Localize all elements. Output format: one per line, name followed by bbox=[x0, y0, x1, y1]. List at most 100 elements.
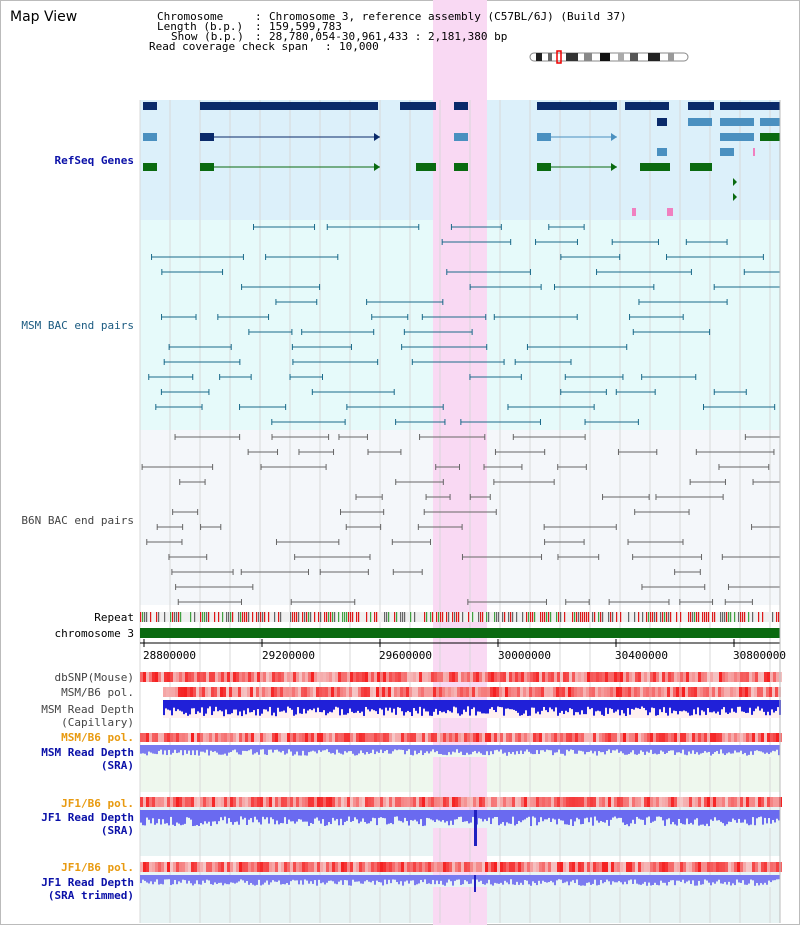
heat-cell bbox=[391, 687, 394, 697]
heat-cell bbox=[482, 862, 485, 872]
heat-cell bbox=[620, 672, 623, 682]
depth-bar bbox=[197, 700, 199, 712]
msm-b6-pol-track-label[interactable]: MSM/B6 pol. bbox=[61, 686, 134, 699]
repeat-mark bbox=[472, 612, 474, 622]
depth-bar bbox=[695, 700, 697, 715]
depth-bar bbox=[485, 700, 487, 714]
repeat-mark bbox=[496, 612, 498, 622]
depth-bar bbox=[408, 875, 410, 884]
depth-bar bbox=[402, 810, 404, 823]
depth-bar bbox=[273, 700, 275, 713]
heat-cell bbox=[644, 672, 647, 682]
depth-bar bbox=[586, 810, 588, 818]
heat-cell bbox=[443, 862, 446, 872]
depth-bar bbox=[412, 875, 414, 881]
heat-cell bbox=[560, 672, 563, 682]
refseq-genes-track-label[interactable]: RefSeq Genes bbox=[54, 154, 134, 167]
depth-bar bbox=[262, 810, 264, 817]
depth-bar bbox=[282, 875, 284, 885]
depth-bar bbox=[709, 700, 711, 713]
repeat-mark bbox=[594, 612, 596, 622]
heat-cell bbox=[556, 687, 559, 697]
msm-depth-sra-label[interactable]: MSM Read Depth bbox=[41, 746, 134, 759]
jf1-b6-pol-track-label-2[interactable]: JF1/B6 pol. bbox=[61, 861, 134, 874]
heat-cell bbox=[689, 672, 692, 682]
heat-cell bbox=[707, 733, 710, 742]
depth-bar bbox=[524, 745, 526, 752]
heat-cell bbox=[185, 797, 188, 807]
msm-b6-pol-track-label-2[interactable]: MSM/B6 pol. bbox=[61, 731, 134, 744]
heat-cell bbox=[743, 672, 746, 682]
chromosome-track-label[interactable]: chromosome 3 bbox=[54, 627, 134, 640]
depth-bar bbox=[207, 700, 209, 709]
heat-cell bbox=[683, 672, 686, 682]
heat-cell bbox=[539, 862, 542, 872]
heat-cell bbox=[695, 797, 698, 807]
depth-bar bbox=[358, 745, 360, 754]
depth-bar bbox=[712, 745, 714, 754]
jf1-b6-pol-track-label[interactable]: JF1/B6 pol. bbox=[61, 797, 134, 810]
depth-bar bbox=[180, 875, 182, 883]
heat-cell bbox=[518, 797, 521, 807]
depth-bar bbox=[512, 810, 514, 817]
depth-bar bbox=[432, 810, 434, 821]
repeat-mark bbox=[432, 612, 434, 622]
heat-cell bbox=[455, 733, 458, 742]
heat-cell bbox=[536, 862, 539, 872]
heat-cell bbox=[758, 672, 761, 682]
depth-bar bbox=[475, 700, 477, 716]
depth-bar bbox=[440, 745, 442, 755]
repeat-track-label[interactable]: Repeat bbox=[94, 611, 134, 624]
jf1-depth-sra-label[interactable]: JF1 Read Depth bbox=[41, 811, 134, 824]
dbsnp-track-label[interactable]: dbSNP(Mouse) bbox=[54, 671, 134, 684]
heat-cell bbox=[176, 797, 179, 807]
depth-bar bbox=[752, 810, 754, 818]
heat-cell bbox=[349, 687, 352, 697]
depth-bar bbox=[492, 810, 494, 819]
depth-bar bbox=[165, 700, 167, 709]
depth-bar bbox=[362, 810, 364, 819]
heat-cell bbox=[728, 797, 731, 807]
repeat-mark bbox=[486, 612, 488, 622]
depth-bar bbox=[468, 745, 470, 755]
heat-cell bbox=[335, 797, 338, 807]
depth-bar bbox=[322, 810, 324, 820]
heat-cell bbox=[538, 687, 541, 697]
depth-bar bbox=[498, 810, 500, 826]
heat-cell bbox=[761, 672, 764, 682]
jf1-trimmed-depth-label[interactable]: JF1 Read Depth bbox=[41, 876, 134, 889]
heat-cell bbox=[401, 862, 404, 872]
heat-cell bbox=[251, 672, 254, 682]
repeat-mark bbox=[240, 612, 242, 622]
heat-cell bbox=[326, 862, 329, 872]
heat-cell bbox=[383, 733, 386, 742]
heat-cell bbox=[346, 687, 349, 697]
depth-bar bbox=[210, 745, 212, 751]
heat-cell bbox=[212, 672, 215, 682]
depth-bar bbox=[226, 810, 228, 824]
heat-cell bbox=[515, 862, 518, 872]
repeat-mark bbox=[158, 612, 160, 622]
depth-bar bbox=[766, 745, 768, 753]
depth-bar bbox=[454, 810, 456, 820]
heat-cell bbox=[560, 862, 563, 872]
b6n-bac-track-label[interactable]: B6N BAC end pairs bbox=[21, 514, 134, 527]
length-info-value: 159,599,783 bbox=[269, 20, 342, 33]
depth-bar bbox=[606, 745, 608, 751]
heat-cell bbox=[740, 733, 743, 742]
heat-cell bbox=[695, 733, 698, 742]
msm-depth-capillary-label[interactable]: MSM Read Depth bbox=[41, 703, 134, 716]
repeat-mark bbox=[200, 612, 202, 622]
heat-cell bbox=[668, 733, 671, 742]
depth-bar bbox=[544, 810, 546, 820]
depth-bar bbox=[676, 810, 678, 826]
heat-cell bbox=[250, 687, 253, 697]
heat-cell bbox=[356, 672, 359, 682]
heat-cell bbox=[656, 797, 659, 807]
depth-bar bbox=[358, 875, 360, 882]
msm-bac-track-label[interactable]: MSM BAC end pairs bbox=[21, 319, 134, 332]
repeat-mark bbox=[214, 612, 216, 622]
depth-bar bbox=[745, 700, 747, 714]
heat-cell bbox=[275, 797, 278, 807]
